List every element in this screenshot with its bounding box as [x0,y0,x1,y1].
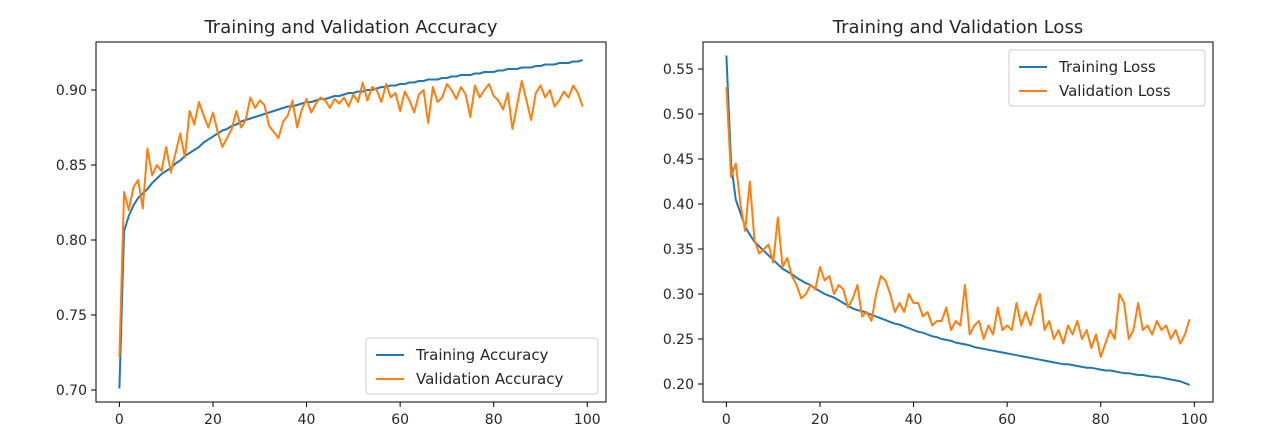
legend-box [365,337,599,395]
y-tick-label: 0.20 [663,377,694,393]
x-tick-label: 20 [204,412,222,428]
chart-2: Training and Validation Loss 0 20 40 60 80 100… [663,17,1214,428]
x-tick-label: 100 [1181,412,1208,428]
y-tick-label: 0.40 [663,197,694,213]
legend: Training Accuracy Validation Accuracy [365,337,599,395]
y-tick-label: 0.90 [56,83,87,99]
x-tick-label: 40 [905,412,923,428]
legend-box [1008,49,1206,107]
y-tick-label: 0.70 [56,383,87,399]
axes-frame [95,41,607,403]
chart-title: Training and Validation Accuracy [203,17,497,38]
x-tick-label: 40 [298,412,316,428]
x-tick-label: 60 [391,412,409,428]
y-tick-label: 0.30 [663,287,694,303]
y-tick-label: 0.50 [663,107,694,123]
y-tick-label: 0.35 [663,242,694,258]
legend-label: Validation Loss [1059,82,1171,100]
series-line-training-accuracy [118,59,583,389]
chart-title: Training and Validation Loss [832,17,1083,38]
x-tick-label: 60 [998,412,1016,428]
legend: Training Loss Validation Loss [1008,49,1206,107]
y-tick-label: 0.75 [56,308,87,324]
x-tick-label: 0 [722,412,731,428]
series-line-validation-loss [725,86,1191,358]
y-tick-label: 0.80 [56,233,87,249]
legend-label: Training Loss [1058,58,1156,76]
series-line-training-loss [725,55,1190,386]
x-tick-label: 20 [811,412,829,428]
y-tick-label: 0.85 [56,158,87,174]
y-tick-label: 0.45 [663,152,694,168]
y-tick-label: 0.55 [663,62,694,78]
x-tick-label: 100 [574,412,601,428]
x-tick-label: 80 [485,412,503,428]
legend-label: Training Accuracy [415,346,549,364]
x-tick-label: 80 [1092,412,1110,428]
y-tick-label: 0.25 [663,332,694,348]
legend-label: Validation Accuracy [416,370,563,388]
axes-frame [702,41,1214,403]
chart-1: Training and Validation Accuracy 0 20 40 60 8… [56,17,607,428]
series-line-validation-accuracy [118,80,584,358]
x-tick-label: 0 [115,412,124,428]
